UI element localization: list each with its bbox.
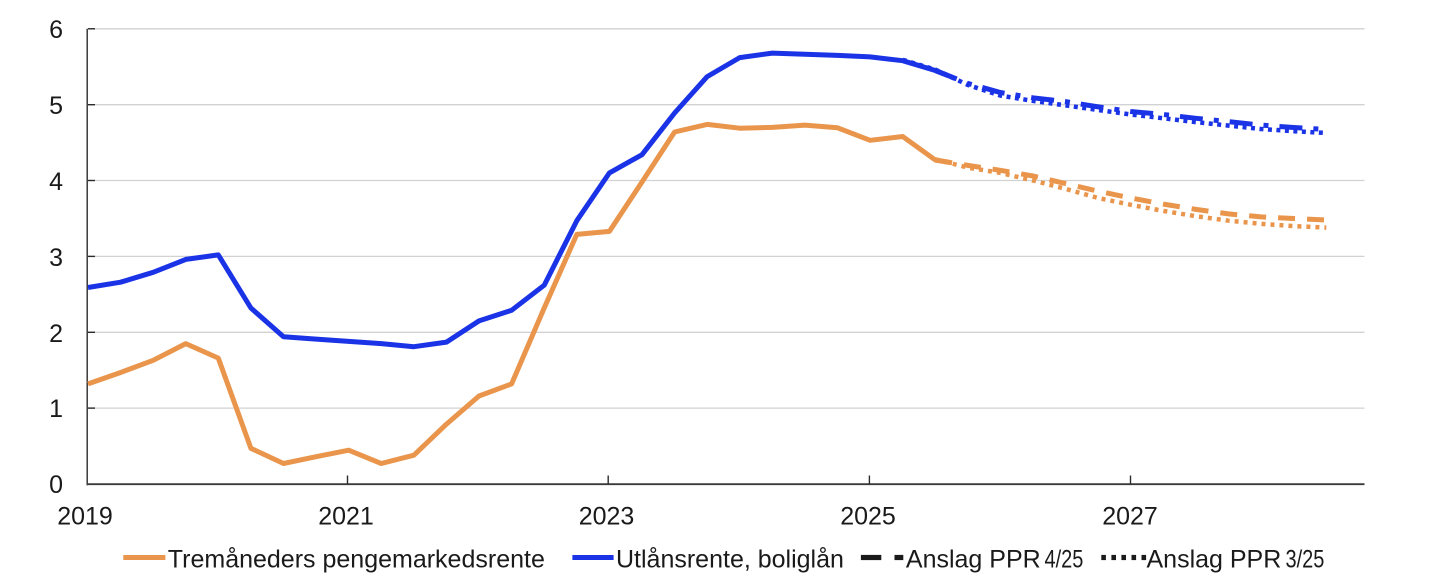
svg-text:Tremåneders pengemarkedsrente: Tremåneders pengemarkedsrente [168, 546, 545, 574]
svg-text:2021: 2021 [318, 503, 374, 531]
svg-text:3/25: 3/25 [1286, 545, 1325, 573]
svg-text:Utlånsrente, boliglån: Utlånsrente, boliglån [616, 546, 844, 574]
svg-text:2023: 2023 [579, 503, 635, 531]
svg-text:3: 3 [49, 244, 63, 272]
svg-text:2025: 2025 [840, 503, 896, 531]
svg-text:2019: 2019 [57, 503, 113, 531]
svg-text:0: 0 [49, 471, 63, 499]
svg-text:Anslag PPR: Anslag PPR [906, 546, 1041, 574]
svg-text:5: 5 [49, 92, 63, 120]
svg-text:1: 1 [49, 395, 63, 423]
svg-text:2027: 2027 [1102, 503, 1158, 531]
svg-text:6: 6 [49, 16, 63, 44]
svg-text:4/25: 4/25 [1045, 545, 1084, 573]
svg-text:2: 2 [49, 320, 63, 348]
svg-text:Anslag PPR: Anslag PPR [1147, 546, 1282, 574]
svg-text:4: 4 [49, 168, 63, 196]
